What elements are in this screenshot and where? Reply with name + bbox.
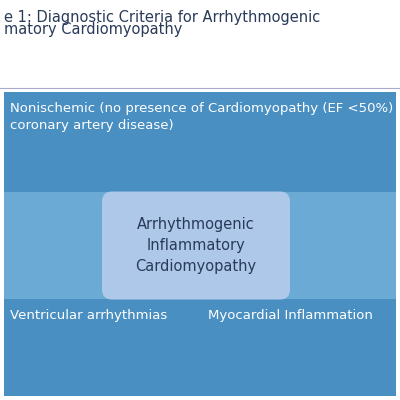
Text: Arrhythmogenic
Inflammatory
Cardiomyopathy: Arrhythmogenic Inflammatory Cardiomyopat… (136, 217, 256, 274)
Text: Ventricular arrhythmias: Ventricular arrhythmias (10, 309, 167, 322)
Text: matory Cardiomyopathy: matory Cardiomyopathy (4, 22, 182, 37)
Text: e 1: Diagnostic Criteria for Arrhythmogenic: e 1: Diagnostic Criteria for Arrhythmoge… (4, 10, 320, 25)
FancyBboxPatch shape (0, 0, 400, 88)
Text: Nonischemic (no presence of
coronary artery disease): Nonischemic (no presence of coronary art… (10, 102, 204, 132)
Text: Cardiomyopathy (EF <50%): Cardiomyopathy (EF <50%) (208, 102, 393, 115)
FancyBboxPatch shape (4, 192, 396, 299)
FancyBboxPatch shape (102, 192, 290, 300)
FancyBboxPatch shape (4, 92, 396, 396)
Text: Myocardial Inflammation: Myocardial Inflammation (208, 309, 373, 322)
